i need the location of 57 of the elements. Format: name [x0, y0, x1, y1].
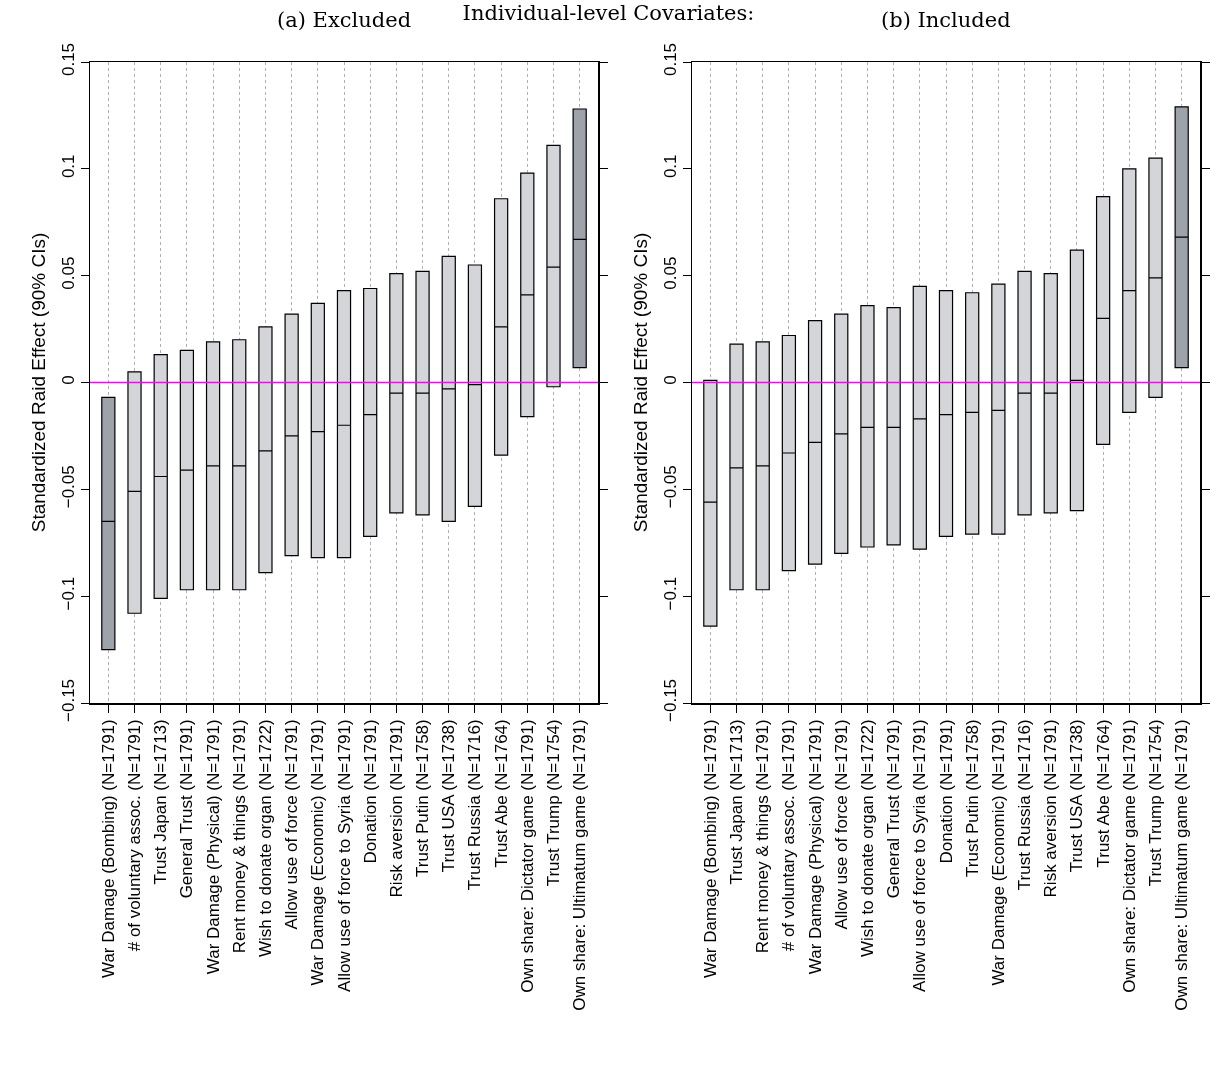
x-tick-label: Wish to donate organ (N=1722) [857, 719, 877, 957]
x-tick-label: Trust Japan (N=1713) [151, 719, 171, 885]
x-tick-label: Risk aversion (N=1791) [386, 719, 406, 898]
x-tick-label: Own share: Dictator game (N=1791) [1119, 719, 1139, 993]
x-tick-label: Allow use of force to Syria (N=1791) [334, 719, 354, 992]
chart-title: (b) Included [881, 8, 1011, 32]
x-tick-label: War Damage (Economic) (N=1791) [308, 719, 328, 986]
y-tick-label: 0 [58, 375, 78, 385]
y-tick-label: 0.1 [58, 154, 78, 179]
y-tick-label: 0.15 [58, 42, 78, 76]
x-tick-label: Rent money & things (N=1791) [753, 719, 773, 954]
x-tick-label: Allow use of force (N=1791) [831, 719, 851, 930]
x-tick-label: Own share: Ultimatum game (N=1791) [1172, 719, 1192, 1011]
x-tick-label: Trust Japan (N=1713) [727, 719, 747, 885]
x-tick-label: War Damage (Bombing) (N=1791) [700, 719, 720, 979]
y-tick-label: −0.1 [58, 576, 78, 611]
chart-title: Individual-level Covariates: [462, 1, 755, 25]
y-tick-label: 0.05 [660, 256, 680, 290]
x-tick-label: Wish to donate organ (N=1722) [255, 719, 275, 957]
x-tick-label: Trust Russia (N=1716) [1015, 719, 1035, 891]
x-tick-label: War Damage (Physical) (N=1791) [805, 719, 825, 975]
x-tick-label: Trust USA (N=1738) [1067, 719, 1087, 873]
x-tick-label: Trust Russia (N=1716) [465, 719, 485, 891]
x-tick-label: # of voluntary assoc. (N=1791) [125, 719, 145, 952]
x-tick-label: Donation (N=1791) [936, 719, 956, 864]
x-tick-label: Allow use of force to Syria (N=1791) [910, 719, 930, 992]
y-tick-label: 0 [660, 375, 680, 385]
y-tick-label: 0.05 [58, 256, 78, 290]
x-tick-label: Risk aversion (N=1791) [1041, 719, 1061, 898]
x-tick-label: War Damage (Economic) (N=1791) [988, 719, 1008, 986]
x-tick-label: Own share: Ultimatum game (N=1791) [570, 719, 590, 1011]
y-axis-title: Standardized Raid Effect (90% CIs) [629, 232, 651, 533]
x-tick-label: Trust Abe (N=1764) [1093, 719, 1113, 868]
y-tick-label: −0.15 [58, 678, 78, 722]
y-tick-label: −0.15 [660, 678, 680, 722]
y-tick-label: 0.15 [660, 42, 680, 76]
y-tick-label: −0.1 [660, 576, 680, 611]
chart-subtitle: (a) Excluded [277, 8, 412, 32]
x-tick-label: War Damage (Bombing) (N=1791) [98, 719, 118, 979]
x-tick-label: Allow use of force (N=1791) [282, 719, 302, 930]
x-tick-label: Own share: Dictator game (N=1791) [517, 719, 537, 993]
x-tick-label: Trust USA (N=1738) [439, 719, 459, 873]
x-tick-label: War Damage (Physical) (N=1791) [203, 719, 223, 975]
x-tick-label: Trust Putin (N=1758) [413, 719, 433, 877]
x-tick-label: Rent money & things (N=1791) [229, 719, 249, 954]
y-tick-label: −0.05 [58, 465, 78, 509]
x-tick-label: Trust Trump (N=1754) [1146, 719, 1166, 887]
x-tick-label: Trust Abe (N=1764) [491, 719, 511, 868]
x-tick-label: Donation (N=1791) [360, 719, 380, 864]
x-tick-label: Trust Putin (N=1758) [962, 719, 982, 877]
y-tick-label: −0.05 [660, 465, 680, 509]
y-axis-title: Standardized Raid Effect (90% CIs) [27, 232, 49, 533]
x-tick-label: General Trust (N=1791) [884, 719, 904, 899]
x-tick-label: Trust Trump (N=1754) [544, 719, 564, 887]
x-tick-label: # of voluntary assoc. (N=1791) [779, 719, 799, 952]
y-tick-label: 0.1 [660, 154, 680, 179]
x-tick-label: General Trust (N=1791) [177, 719, 197, 899]
